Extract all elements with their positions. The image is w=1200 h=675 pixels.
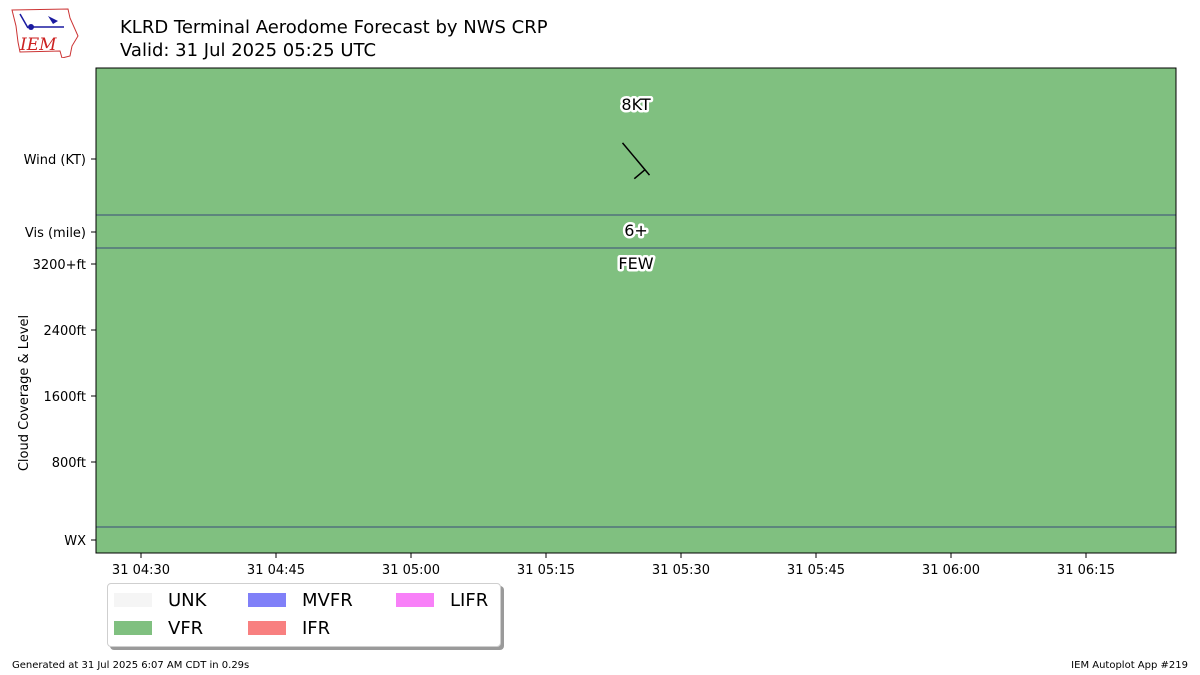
chart-subtitle: Valid: 31 Jul 2025 05:25 UTC (120, 40, 377, 61)
legend-swatch (248, 621, 286, 635)
visibility-label-halo: 6+ (624, 221, 648, 240)
legend: UNK VFR MVFR IFR LIFR (107, 583, 501, 647)
x-tick-label-6: 31 06:00 (922, 563, 980, 578)
vfr-background (96, 68, 1176, 553)
y-axis-label: Cloud Coverage & Level (17, 315, 32, 471)
legend-label: VFR (168, 617, 204, 639)
x-tick-label-1: 31 04:45 (247, 563, 305, 578)
cloud-coverage-label-halo: FEW (618, 254, 653, 273)
visibility-label: 6+ (624, 221, 648, 240)
legend-swatch (248, 593, 286, 607)
x-tick-label-3: 31 05:15 (517, 563, 575, 578)
legend-swatch (396, 593, 434, 607)
y-tick-label-4: 1600ft (43, 390, 86, 405)
y-tick-label-1: Vis (mile) (25, 226, 86, 241)
app-footer: IEM Autoplot App #219 (1071, 660, 1188, 671)
iem-logo: IEM (11, 8, 79, 58)
x-tick-label-7: 31 06:15 (1057, 563, 1115, 578)
legend-label: IFR (302, 617, 331, 639)
x-tick-label-4: 31 05:30 (652, 563, 710, 578)
y-tick-label-3: 2400ft (43, 324, 86, 339)
x-tick-label-0: 31 04:30 (112, 563, 170, 578)
legend-item-ifr: IFR (248, 617, 331, 639)
wind-barb-half (633, 169, 646, 180)
legend-label: LIFR (450, 589, 489, 611)
legend-label: UNK (168, 589, 207, 611)
chart-title: KLRD Terminal Aerodome Forecast by NWS C… (120, 17, 548, 38)
x-tick-label-2: 31 05:00 (382, 563, 440, 578)
y-tick-label-6: WX (64, 534, 86, 549)
iem-logo-text: IEM (19, 35, 57, 55)
wind-speed-label: 8KT (621, 95, 650, 114)
wind-barb-staff (621, 142, 651, 176)
cloud-coverage-label: FEW (618, 254, 653, 273)
y-tick-label-0: Wind (KT) (24, 153, 86, 168)
legend-swatch (114, 593, 152, 607)
legend-swatch (114, 621, 152, 635)
legend-item-mvfr: MVFR (248, 589, 353, 611)
y-tick-label-5: 800ft (52, 456, 86, 471)
wind-speed-label-halo: 8KT (621, 95, 650, 114)
x-tick-label-5: 31 05:45 (787, 563, 845, 578)
legend-item-unk: UNK (114, 589, 207, 611)
plot-frame (95, 67, 1177, 554)
y-tick-label-2: 3200+ft (33, 258, 86, 273)
legend-item-vfr: VFR (114, 617, 204, 639)
legend-item-lifr: LIFR (396, 589, 489, 611)
generated-footer: Generated at 31 Jul 2025 6:07 AM CDT in … (12, 660, 250, 671)
legend-label: MVFR (302, 589, 353, 611)
